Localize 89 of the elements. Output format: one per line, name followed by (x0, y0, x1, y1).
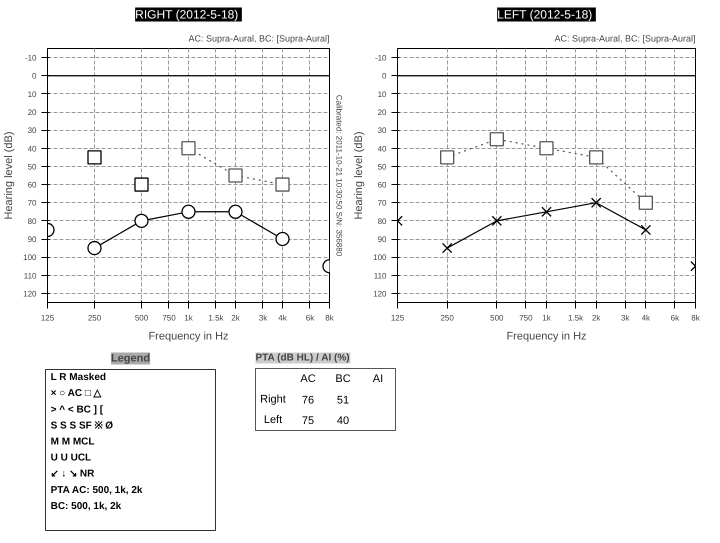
y-axis-title: Hearing level (dB) (3, 131, 16, 220)
text: Calibrated: 2011-10-21 10:30:50 S/N: 356880 (334, 94, 344, 257)
x-tick-label: 125 (40, 314, 55, 322)
text: × ○ AC □ △ (50, 388, 102, 400)
y-tick-label: 90 (378, 235, 388, 244)
text: PTA AC: 500, 1k, 2k (50, 484, 143, 496)
x-axis-title: Frequency in Hz (506, 330, 587, 342)
text: Legend (110, 352, 150, 364)
point (590, 197, 602, 208)
y-tick-label: 80 (378, 216, 388, 226)
point (640, 224, 652, 236)
text: Left (264, 414, 282, 426)
point (440, 150, 454, 165)
text: AI (372, 372, 384, 385)
chart-title: RIGHT (2012-5-18) (135, 8, 238, 22)
text: 75 (302, 415, 314, 428)
text: L R Masked (50, 372, 106, 384)
text: 51 (336, 394, 350, 406)
text: BC (335, 372, 351, 385)
y-tick-label: 20 (378, 108, 388, 117)
point (589, 150, 604, 165)
text: Right (260, 394, 286, 406)
y-tick-label: 30 (28, 126, 38, 136)
y-tick-label: 10 (28, 90, 38, 99)
y-tick-label: 0 (382, 72, 388, 81)
x-tick-label: 1k (542, 314, 552, 322)
point (492, 216, 502, 226)
chart-subtitle: AC: Supra-Aural, BC: [Supra-Aural] (554, 34, 696, 44)
y-tick-label: 50 (378, 162, 388, 172)
y-tick-label: 100 (23, 253, 38, 262)
y-tick-label: 70 (378, 198, 388, 208)
x-tick-label: 8k (691, 314, 701, 322)
point (490, 132, 504, 146)
y-tick-label: 60 (28, 180, 38, 190)
text: PTA (dB HL) / AI (%) (256, 352, 350, 364)
y-axis-title: Hearing level (dB) (353, 131, 366, 220)
y-tick-label: 110 (24, 271, 38, 280)
chart-title: LEFT (2012-5-18) (497, 8, 592, 22)
x-tick-label: 1.5k (568, 314, 584, 322)
y-tick-label: 0 (32, 72, 38, 81)
x-axis-title: Frequency in Hz (148, 330, 229, 342)
y-tick-label: 60 (378, 180, 388, 190)
point (541, 206, 552, 218)
text: S S S SF ※ Ø (50, 420, 114, 432)
x-tick-label: 1k (184, 314, 194, 322)
y-tick-label: -10 (24, 54, 38, 63)
x-tick-label: 250 (440, 314, 454, 322)
y-tick-label: 10 (378, 90, 388, 99)
x-tick-label: 500 (134, 314, 149, 322)
x-tick-label: 2k (592, 314, 602, 322)
y-tick-label: 100 (373, 253, 388, 262)
y-tick-label: 120 (373, 289, 388, 298)
point (539, 141, 554, 156)
x-tick-label: 3k (258, 314, 268, 322)
text: U U UCL (50, 452, 92, 464)
chart-subtitle: AC: Supra-Aural, BC: [Supra-Aural] (188, 34, 330, 44)
text: BC: 500, 1k, 2k (50, 500, 122, 512)
x-tick-label: 125 (390, 314, 405, 322)
x-tick-label: 250 (88, 314, 102, 322)
point (638, 196, 653, 210)
y-tick-label: 20 (28, 108, 38, 117)
y-tick-label: 70 (28, 198, 38, 208)
y-tick-label: 120 (23, 289, 38, 298)
x-tick-label: 6k (306, 314, 316, 322)
y-tick-label: 80 (28, 216, 38, 226)
text: AC (300, 372, 316, 385)
x-tick-label: 750 (162, 314, 176, 322)
text: 40 (336, 415, 350, 428)
x-tick-label: 6k (670, 314, 680, 322)
y-tick-label: 30 (378, 126, 388, 136)
text: > ^ < BC ] [ (50, 404, 104, 416)
text: M M MCL (50, 436, 94, 448)
y-tick-label: -10 (374, 54, 388, 63)
text: 76 (302, 394, 314, 406)
x-tick-label: 4k (278, 314, 288, 322)
y-tick-label: 40 (378, 144, 388, 154)
x-tick-label: 1.5k (208, 314, 225, 322)
y-tick-label: 110 (374, 271, 388, 280)
x-tick-label: 2k (231, 314, 241, 322)
x-tick-label: 8k (325, 314, 335, 322)
point (442, 242, 452, 254)
y-tick-label: 50 (28, 162, 38, 172)
y-tick-label: 90 (28, 235, 38, 244)
x-tick-label: 500 (490, 314, 504, 322)
x-tick-label: 750 (519, 314, 534, 322)
x-tick-label: 3k (620, 314, 630, 322)
x-tick-label: 4k (642, 314, 652, 322)
y-tick-label: 40 (28, 144, 38, 154)
text: ↙ ↓ ↘ NR (50, 468, 96, 480)
